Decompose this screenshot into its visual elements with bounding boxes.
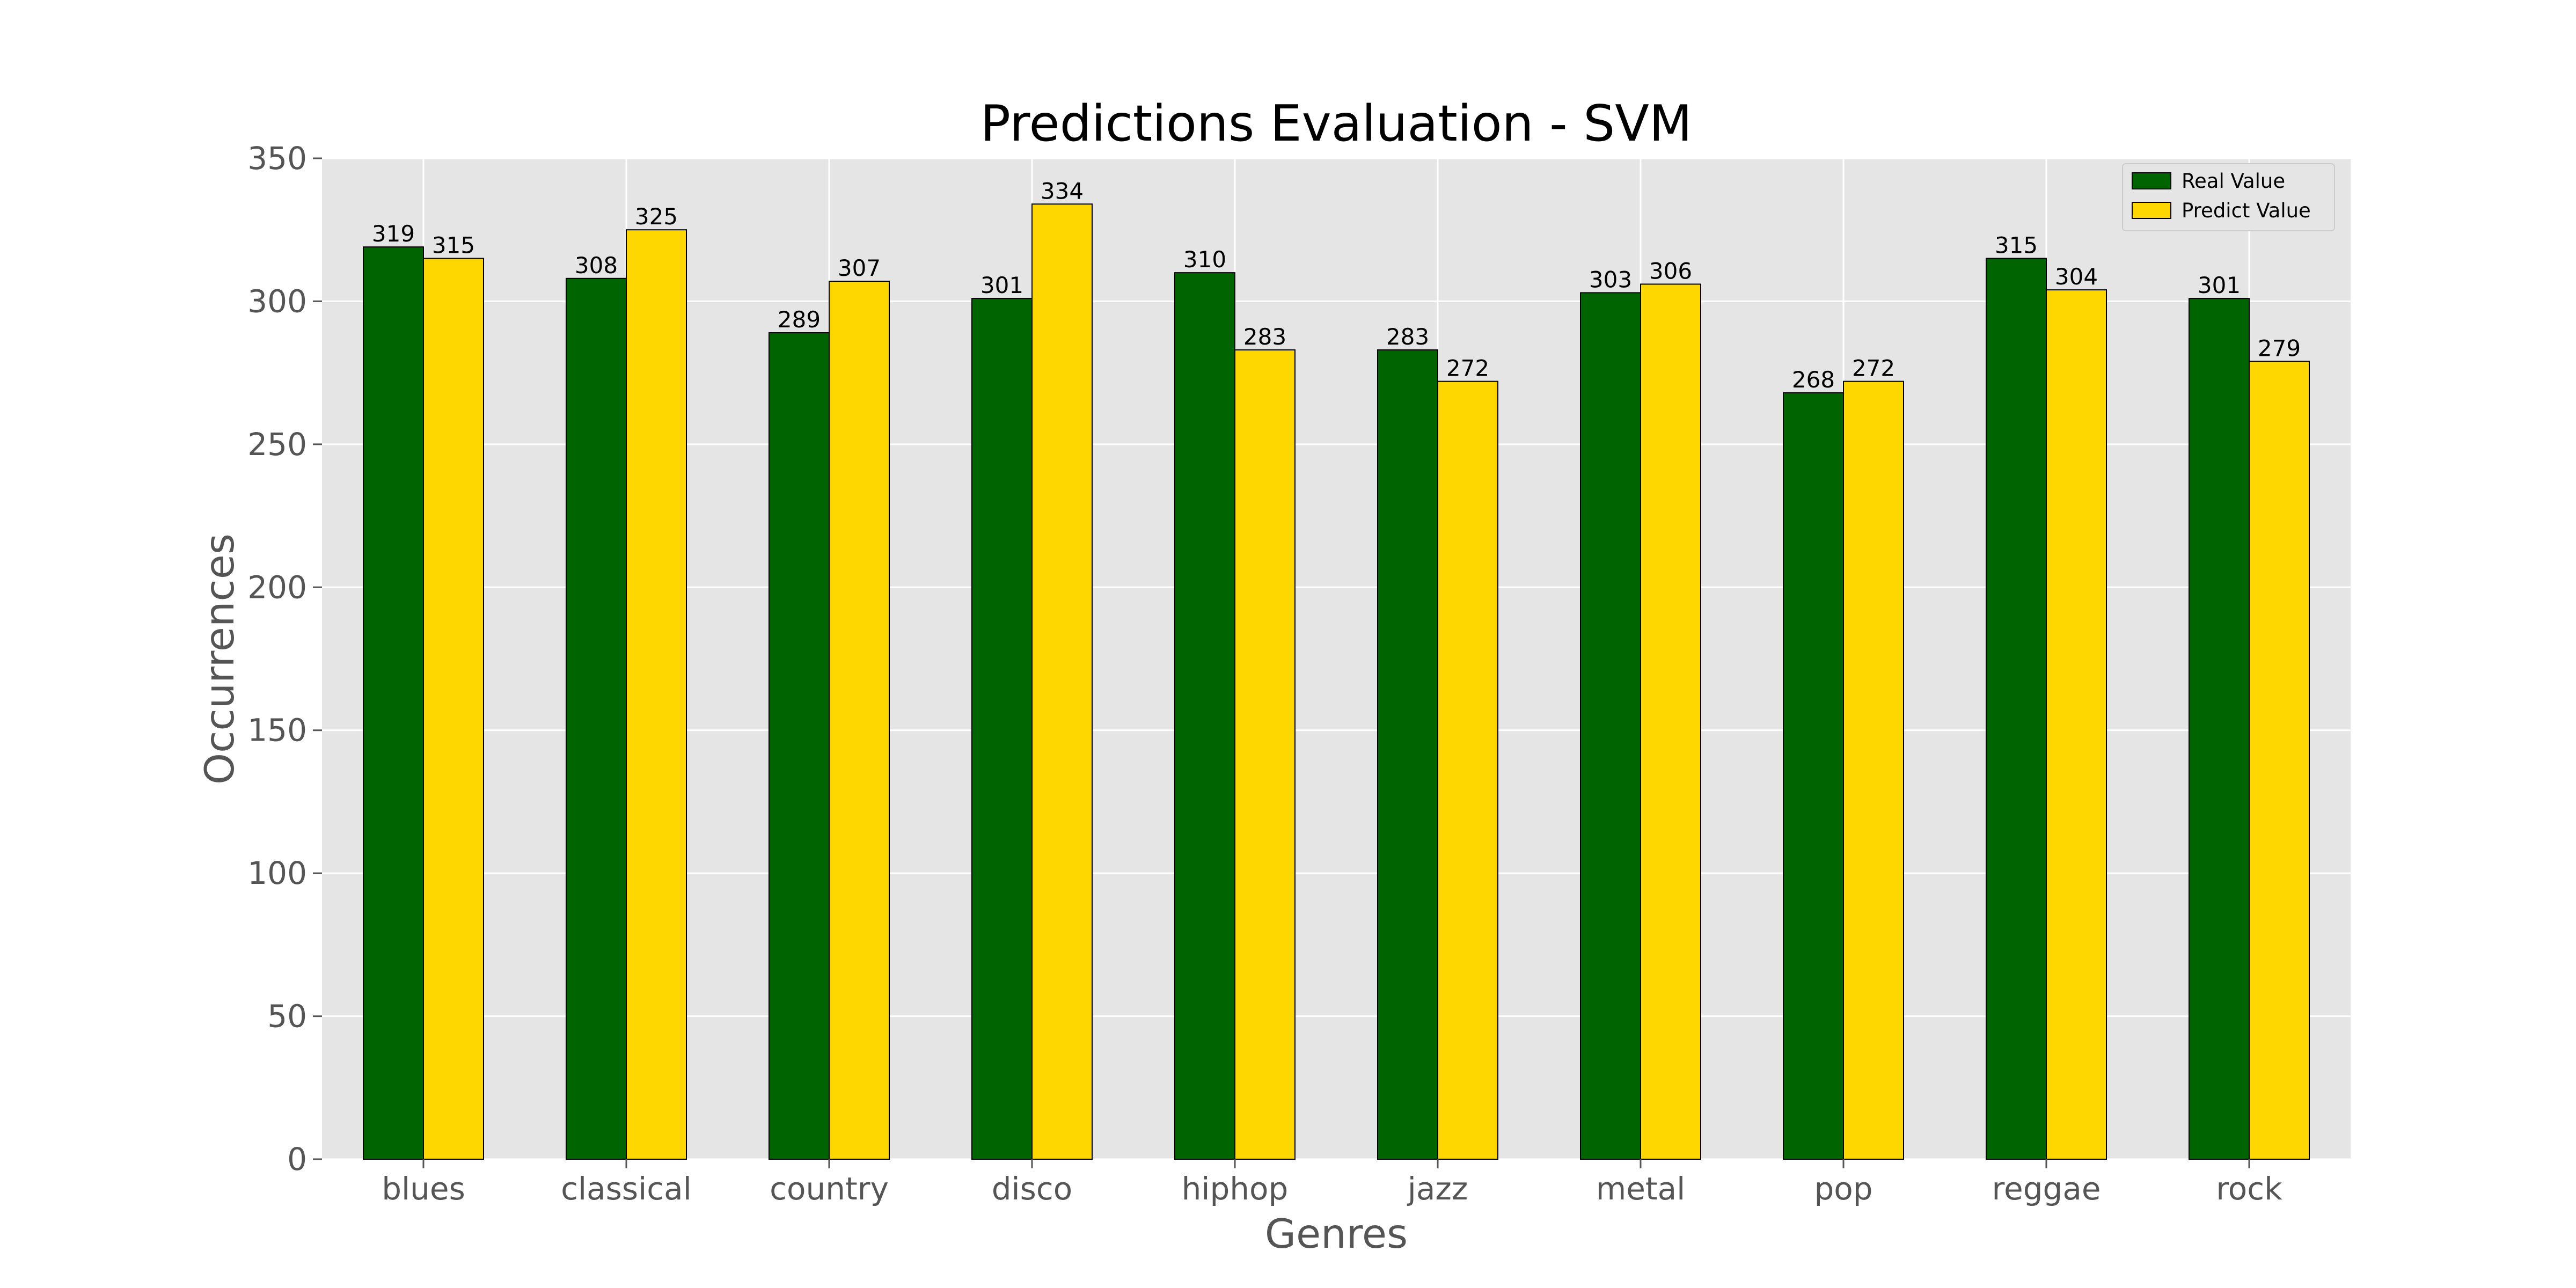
x-axis-ticks: blues classical country disco hiphop jazz meta… — [382, 1159, 2282, 1207]
y-tick-label: 0 — [287, 1141, 307, 1177]
x-tick-label: pop — [1814, 1170, 1872, 1207]
y-tick-label: 100 — [247, 855, 307, 891]
legend-entry-label: Predict Value — [2182, 199, 2311, 222]
legend: Real Value Predict Value — [2122, 163, 2335, 231]
bars — [363, 203, 2310, 1160]
bar-data-label: 303 — [1589, 266, 1632, 292]
bar-real-value — [769, 332, 830, 1160]
bar-predict-value — [2046, 289, 2107, 1160]
y-tick-label: 300 — [247, 283, 307, 319]
bar-data-label: 283 — [1243, 324, 1286, 350]
chart-title: Predictions Evaluation - SVM — [980, 94, 1692, 152]
bar-data-label: 272 — [1852, 355, 1895, 382]
bar-real-value — [2189, 298, 2250, 1160]
bar-data-label: 325 — [635, 203, 678, 230]
bar-data-label: 308 — [575, 252, 618, 279]
x-tick-label: jazz — [1407, 1170, 1468, 1207]
y-tick-label: 50 — [267, 998, 307, 1035]
x-tick-label: metal — [1596, 1170, 1686, 1207]
y-tick-label: 200 — [247, 569, 307, 605]
bar-data-label: 315 — [1995, 232, 2038, 259]
bar-predict-value — [2249, 361, 2310, 1160]
y-tick-label: 250 — [247, 426, 307, 463]
bar-data-label: 304 — [2055, 264, 2098, 290]
x-tick-label: country — [770, 1170, 889, 1207]
bar-real-value — [1986, 258, 2047, 1160]
x-tick-label: hiphop — [1182, 1170, 1289, 1207]
x-tick-label: disco — [992, 1170, 1073, 1207]
bar-data-label: 301 — [980, 272, 1023, 298]
bar-data-label: 306 — [1649, 258, 1692, 284]
bar-real-value — [363, 246, 424, 1160]
bar-data-label: 283 — [1386, 324, 1429, 350]
y-axis-label: Occurrences — [196, 533, 243, 785]
legend-box — [2122, 163, 2335, 231]
bar-data-label: 272 — [1446, 355, 1489, 382]
x-tick-label: blues — [382, 1170, 465, 1207]
x-tick-label: rock — [2216, 1170, 2282, 1207]
bar-predict-value — [1437, 380, 1498, 1160]
legend-swatch — [2132, 172, 2171, 189]
x-tick-label: classical — [561, 1170, 692, 1207]
bar-data-label: 268 — [1792, 367, 1835, 393]
bar-real-value — [971, 298, 1033, 1160]
bar-data-label: 315 — [432, 232, 475, 259]
bar-real-value — [1783, 392, 1844, 1160]
bar-data-label: 310 — [1183, 246, 1226, 273]
x-axis-label: Genres — [1265, 1210, 1408, 1257]
y-axis-ticks: 0 50 100 150 200 250 300 350 — [247, 140, 322, 1177]
bar-data-label: 301 — [2198, 272, 2241, 298]
bar-data-label: 334 — [1041, 178, 1084, 204]
bar-data-label: 279 — [2258, 335, 2301, 361]
legend-swatch — [2132, 202, 2171, 219]
bar-predict-value — [829, 281, 890, 1160]
bar-predict-value — [626, 229, 687, 1160]
bar-data-label: 289 — [778, 306, 821, 333]
bar-real-value — [1377, 349, 1438, 1160]
bar-data-label: 307 — [838, 255, 881, 281]
bar-predict-value — [1234, 349, 1296, 1160]
y-tick-label: 150 — [247, 712, 307, 749]
bar-predict-value — [1843, 380, 1904, 1160]
bar-real-value — [566, 277, 627, 1160]
y-tick-label: 350 — [247, 140, 307, 177]
bar-labels: 319 308 289 301 310 283 303 268 315 301 315 325 307 3… — [372, 178, 2301, 393]
bar-predict-value — [1640, 283, 1701, 1160]
bar-real-value — [1580, 292, 1641, 1160]
x-tick-label: reggae — [1992, 1170, 2101, 1207]
bar-predict-value — [423, 258, 484, 1160]
bar-predict-value — [1031, 203, 1093, 1160]
bar-real-value — [1174, 272, 1235, 1160]
legend-entry-label: Real Value — [2182, 170, 2285, 193]
bar-data-label: 319 — [372, 221, 415, 247]
